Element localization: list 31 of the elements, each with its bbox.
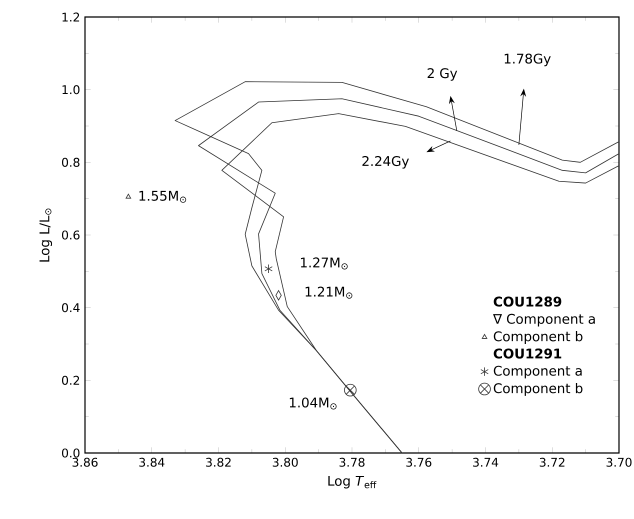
- x-tick-label: 3.80: [272, 458, 298, 467]
- legend-label: Component b: [494, 331, 582, 344]
- annotation: 1.04M$_{⊙}$: [290, 397, 337, 410]
- y-tick-label: 0.4: [62, 303, 80, 312]
- y-tick-label: 0.0: [62, 448, 80, 458]
- annotation: ∇ Component a: [493, 314, 595, 326]
- x-axis-title: Log T$_{eff}$: [328, 476, 376, 488]
- x-tick-label: 3.86: [72, 458, 98, 467]
- annotation: COU1291: [494, 348, 562, 359]
- annotation: 1.55M$_{⊙}$: [139, 190, 186, 203]
- annotation: 1.78Gy: [504, 54, 551, 66]
- y-tick-label: 0.2: [62, 376, 80, 385]
- x-tick-label: 3.76: [406, 458, 432, 467]
- legend-label: Component b: [494, 382, 582, 396]
- legend-label: Component a: [494, 366, 582, 378]
- x-tick-label: 3.74: [473, 458, 498, 467]
- y-axis-title: Log L/L$_{⊙}$: [40, 208, 52, 262]
- annotation: 2 Gy: [428, 68, 458, 81]
- annotation: COU1289: [494, 296, 562, 307]
- x-tick-label: 3.70: [606, 458, 632, 467]
- annotation: 2.24Gy: [362, 156, 409, 169]
- x-tick-label: 3.72: [540, 458, 564, 467]
- x-tick-label: 3.78: [340, 458, 365, 467]
- annotation: 1.27M$_{⊙}$: [300, 257, 348, 270]
- y-tick-label: 0.6: [62, 230, 80, 240]
- y-tick-label: 0.8: [62, 158, 80, 167]
- y-tick-label: 1.2: [62, 12, 80, 22]
- x-tick-label: 3.84: [139, 458, 164, 467]
- y-tick-label: 1.0: [62, 85, 80, 94]
- annotation: 1.21M$_{⊙}$: [306, 286, 352, 299]
- x-tick-label: 3.82: [206, 458, 231, 467]
